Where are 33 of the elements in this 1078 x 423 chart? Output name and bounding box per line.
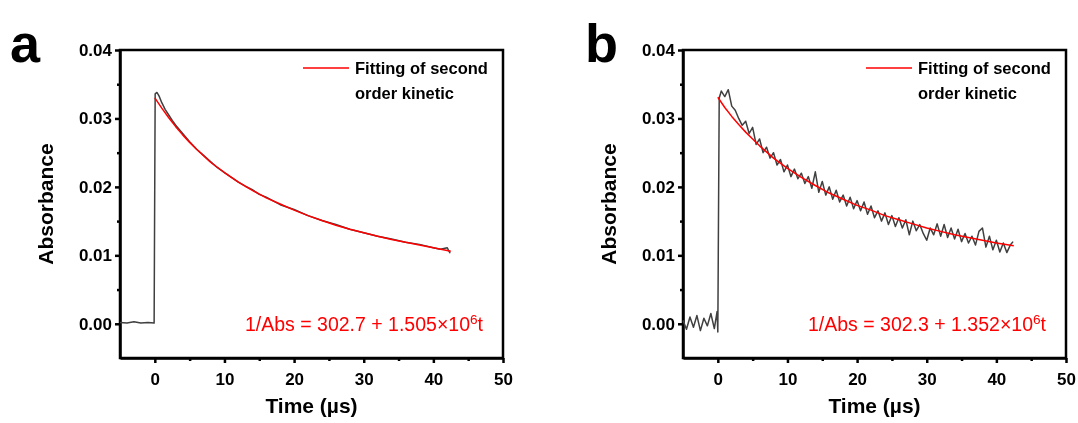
y-axis-title: Absorbance	[597, 143, 620, 265]
x-tick-label: 0	[713, 369, 724, 389]
y-tick-label: 0.01	[78, 246, 112, 266]
x-tick-label: 10	[778, 369, 798, 389]
y-tick-label: 0.02	[641, 177, 675, 197]
annotation: 1/Abs = 302.7 + 1.505×10$^{6}$t	[245, 311, 484, 335]
y-tick-label: 0.01	[641, 246, 675, 266]
y-tick-label: 0.02	[78, 177, 112, 197]
y-tick-label: 0.03	[78, 109, 112, 129]
y-tick-label: 0.00	[78, 314, 112, 334]
chart-title: b	[585, 13, 618, 73]
x-tick-label: 40	[987, 369, 1007, 389]
y-tick-label: 0.04	[641, 40, 676, 60]
x-tick-label: 50	[1057, 369, 1076, 389]
y-axis-title: Absorbance	[34, 143, 57, 265]
x-tick-label: 40	[424, 369, 444, 389]
x-tick-label: 50	[494, 369, 513, 389]
x-axis-title: Time (µs)	[265, 394, 358, 417]
y-tick-label: 0.03	[641, 109, 675, 129]
x-tick-label: 20	[848, 369, 868, 389]
x-tick-label: 30	[354, 369, 374, 389]
x-tick-label: 20	[285, 369, 305, 389]
chart-title: a	[10, 13, 41, 73]
y-tick-label: 0.00	[641, 314, 675, 334]
annotation: 1/Abs = 302.3 + 1.352×10$^{6}$t	[808, 311, 1047, 335]
line-series	[154, 97, 452, 252]
y-tick-label: 0.04	[78, 40, 113, 60]
legend-label: Fitting of second order kinetic	[918, 59, 1051, 102]
legend-label: Fitting of second order kinetic	[355, 59, 488, 102]
x-tick-label: 30	[917, 369, 937, 389]
x-tick-label: 10	[215, 369, 235, 389]
x-axis-title: Time (µs)	[828, 394, 921, 417]
x-tick-label: 0	[150, 369, 161, 389]
